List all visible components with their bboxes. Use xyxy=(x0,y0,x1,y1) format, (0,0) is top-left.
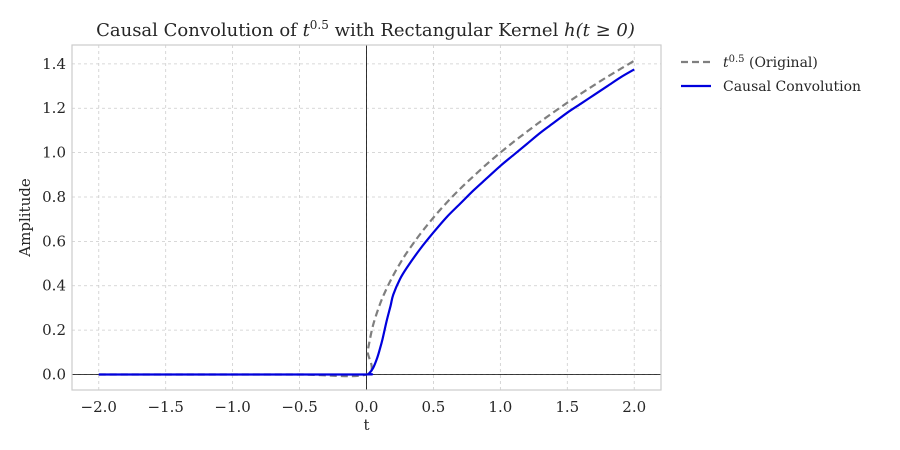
y-tick-label: 0.2 xyxy=(42,321,66,339)
x-tick-labels: −2.0 −1.5 −1.0 −0.5 0.0 0.5 1.0 1.5 2.0 xyxy=(81,398,647,416)
y-tick-label: 0.6 xyxy=(42,232,66,250)
series-line-convolution xyxy=(98,68,635,376)
y-axis-label: Amplitude xyxy=(16,178,34,258)
chart-title-base: t xyxy=(303,20,311,41)
x-tick-label: −1.5 xyxy=(147,398,183,416)
chart-title-suffix: h(t ≥ 0) xyxy=(564,20,635,41)
x-tick-label: 1.5 xyxy=(555,398,579,416)
x-tick-label: −2.0 xyxy=(81,398,117,416)
y-tick-label: 0.8 xyxy=(42,188,66,206)
legend-label-convolution: Causal Convolution xyxy=(723,79,861,95)
legend-label-original-text: (Original) xyxy=(745,55,818,71)
chart-title-prefix: Causal Convolution of xyxy=(96,20,302,41)
reference-lines xyxy=(72,45,661,390)
y-tick-label: 0.4 xyxy=(42,277,66,295)
y-tick-labels: 0.0 0.2 0.4 0.6 0.8 1.0 1.2 1.4 xyxy=(42,55,66,384)
y-tick-label: 0.0 xyxy=(42,365,66,383)
chart-title: Causal Convolution of t0.5 with Rectangu… xyxy=(96,18,635,41)
y-tick-label: 1.2 xyxy=(42,99,66,117)
chart-title-sup: 0.5 xyxy=(310,18,329,32)
legend-label-original-base: t xyxy=(723,55,729,71)
chart-title-middle: with Rectangular Kernel xyxy=(329,20,564,41)
plot-frame xyxy=(71,44,662,391)
legend: t0.5 (Original) Causal Convolution xyxy=(681,54,861,95)
x-tick-label: −0.5 xyxy=(281,398,317,416)
legend-label-convolution-text: Causal Convolution xyxy=(723,79,861,95)
y-tick-label: 1.4 xyxy=(42,55,66,73)
series-line-original xyxy=(98,59,635,378)
y-tick-label: 1.0 xyxy=(42,144,66,162)
x-tick-label: 2.0 xyxy=(622,398,646,416)
legend-label-original: t0.5 (Original) xyxy=(723,54,818,72)
x-tick-label: −1.0 xyxy=(214,398,250,416)
series-layer xyxy=(98,59,635,378)
legend-label-original-sup: 0.5 xyxy=(729,54,745,65)
x-tick-label: 0.5 xyxy=(422,398,446,416)
x-axis-label: t xyxy=(363,416,369,434)
x-tick-label: 0.0 xyxy=(355,398,379,416)
x-tick-label: 1.0 xyxy=(488,398,512,416)
